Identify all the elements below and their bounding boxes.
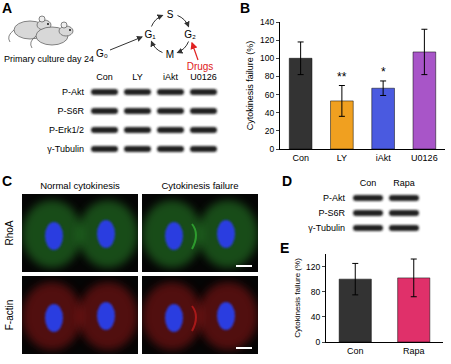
svg-text:G₀: G₀ — [96, 48, 108, 59]
svg-text:U0126: U0126 — [411, 153, 438, 163]
svg-text:G₁: G₁ — [144, 29, 156, 40]
svg-text:Cytokinesis failure (%): Cytokinesis failure (%) — [293, 258, 302, 338]
svg-text:80: 80 — [311, 287, 321, 297]
svg-text:S: S — [167, 9, 174, 20]
html-text:E: E — [280, 240, 290, 256]
svg-text:Con: Con — [347, 346, 364, 356]
svg-text:LY: LY — [132, 72, 142, 82]
svg-text:Drugs: Drugs — [187, 61, 214, 72]
svg-text:RhoA: RhoA — [4, 220, 15, 245]
svg-text:U0126: U0126 — [190, 72, 217, 82]
svg-text:P-Erk1/2: P-Erk1/2 — [49, 125, 84, 135]
svg-text:Cytokinesis failure: Cytokinesis failure — [161, 180, 238, 191]
svg-text:P-Akt: P-Akt — [62, 87, 85, 97]
svg-text:Rapa: Rapa — [393, 178, 415, 188]
svg-text:140: 140 — [260, 17, 274, 27]
svg-text:LY: LY — [337, 153, 347, 163]
svg-text:**: ** — [337, 70, 347, 84]
svg-text:P-S6R: P-S6R — [57, 106, 84, 116]
svg-text:20: 20 — [265, 126, 275, 136]
svg-text:0: 0 — [270, 144, 275, 154]
svg-text:Con: Con — [292, 153, 309, 163]
svg-text:Con: Con — [96, 72, 113, 82]
svg-text:120: 120 — [260, 35, 274, 45]
svg-text:iAkt: iAkt — [163, 72, 179, 82]
svg-text:40: 40 — [311, 312, 321, 322]
html-text:B: B — [240, 0, 251, 16]
svg-text:γ-Tubulin: γ-Tubulin — [47, 144, 84, 154]
svg-text:F-actin: F-actin — [4, 300, 15, 331]
svg-text:Normal cytokinesis: Normal cytokinesis — [40, 180, 120, 191]
svg-text:120: 120 — [306, 262, 320, 272]
svg-text:Cytokinesis failure (%): Cytokinesis failure (%) — [245, 41, 255, 131]
svg-text:0: 0 — [316, 337, 321, 347]
svg-text:Primary culture day 24: Primary culture day 24 — [4, 54, 94, 64]
svg-text:Con: Con — [360, 178, 377, 188]
svg-text:γ-Tubulin: γ-Tubulin — [308, 223, 345, 233]
svg-text:G₂: G₂ — [184, 29, 196, 40]
svg-text:D: D — [282, 173, 292, 189]
svg-text:*: * — [381, 65, 386, 79]
svg-text:Rapa: Rapa — [403, 346, 425, 356]
svg-text:40: 40 — [265, 108, 275, 118]
svg-text:80: 80 — [265, 71, 275, 81]
svg-text:iAkt: iAkt — [376, 153, 392, 163]
svg-text:A: A — [2, 0, 12, 16]
svg-text:P-S6R: P-S6R — [318, 208, 345, 218]
svg-text:P-Akt: P-Akt — [323, 193, 346, 203]
svg-text:100: 100 — [260, 53, 274, 63]
svg-text:C: C — [2, 173, 12, 189]
svg-text:M: M — [166, 49, 174, 60]
svg-text:60: 60 — [265, 90, 275, 100]
